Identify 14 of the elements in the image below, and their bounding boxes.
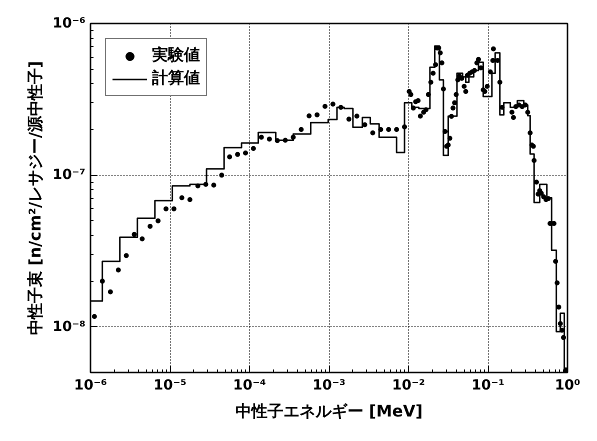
x-tick-label: 10⁻¹ [472,378,505,394]
x-tick-label: 10⁻² [392,378,426,394]
legend-label: 計算値 [152,68,200,89]
x-tick-label: 10⁻⁵ [154,378,187,394]
x-axis-title: 中性子エネルギー [MeV] [235,402,423,420]
x-tick-label: 10⁻⁴ [233,378,266,394]
y-tick-label: 10⁻⁶ [52,16,86,32]
y-tick-label: 10⁻⁷ [52,167,86,184]
x-tick-label: 10⁻⁶ [74,378,108,394]
y-tick-label: 10⁻⁸ [52,318,86,335]
legend-label: 実験値 [152,45,200,66]
y-axis-title: 中性子束 [n/cm²/レサジー/源中性子] [25,60,44,336]
x-tick-label: 10⁰ [554,378,580,394]
x-tick-label: 10⁻³ [312,378,346,394]
